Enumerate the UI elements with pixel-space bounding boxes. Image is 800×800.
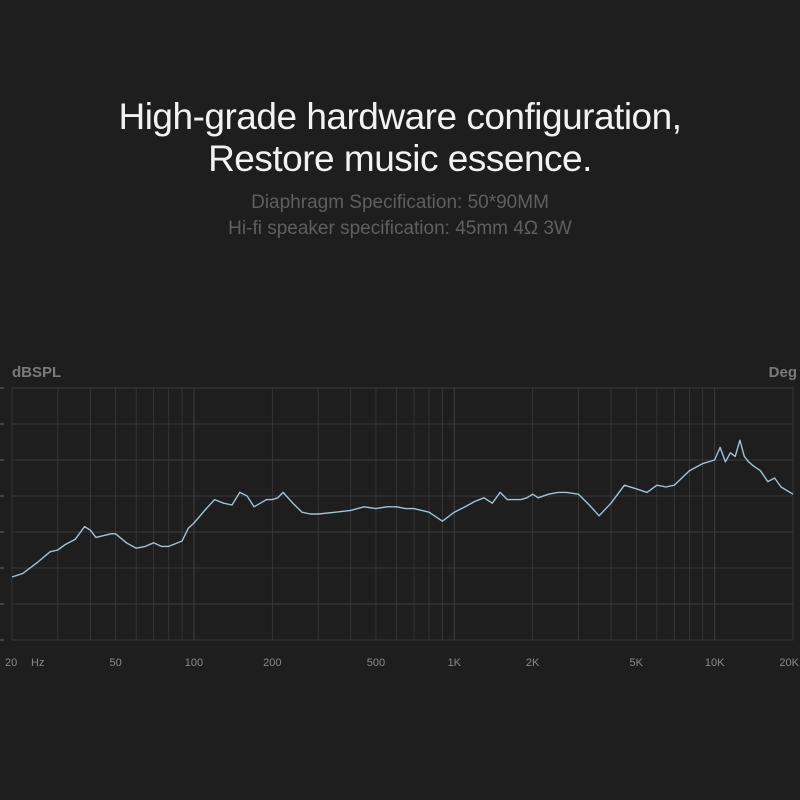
x-tick-label: 20K — [779, 657, 799, 669]
y2-axis-label: Deg — [769, 364, 797, 381]
x-tick-label: 5K — [630, 657, 644, 669]
x-tick-label: 20 — [5, 657, 17, 669]
frequency-response-curve — [11, 439, 794, 578]
headline-line-1: High-grade hardware configuration, — [118, 96, 682, 137]
speaker-spec: Hi-fi speaker specification: 45mm 4Ω 3W — [228, 218, 572, 239]
diaphragm-spec: Diaphragm Specification: 50*90MM — [251, 192, 549, 213]
frequency-response-chart: dBSPL Deg 20 50 100 200 500 1K 2K 5K 10K 20K Hz — [0, 364, 800, 669]
headline-line-2: Restore music essence. — [208, 138, 592, 179]
x-tick-label: 2K — [526, 657, 540, 669]
x-tick-label: 1K — [448, 657, 462, 669]
x-tick-labels: 20 50 100 200 500 1K 2K 5K 10K 20K — [5, 657, 800, 669]
spec-list: Diaphragm Specification: 50*90MM Hi-fi s… — [0, 190, 800, 242]
y-axis-label: dBSPL — [12, 364, 61, 381]
chart-grid — [0, 387, 794, 641]
x-tick-label: 10K — [705, 657, 725, 669]
x-unit-label: Hz — [31, 657, 44, 669]
x-tick-label: 200 — [263, 657, 281, 669]
headline: High-grade hardware configuration, Resto… — [0, 96, 800, 180]
x-tick-label: 50 — [109, 657, 121, 669]
x-tick-label: 100 — [185, 657, 203, 669]
x-tick-label: 500 — [367, 657, 385, 669]
